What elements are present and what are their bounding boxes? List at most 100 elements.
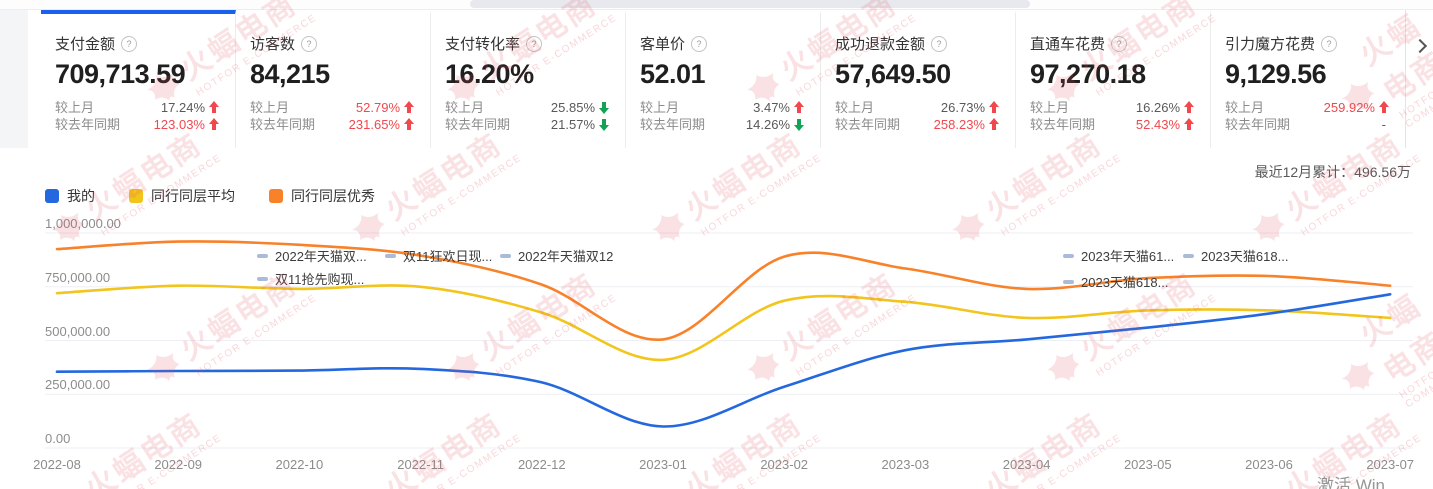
help-icon[interactable]: ? xyxy=(691,35,708,52)
comparison-label: 较去年同期 xyxy=(445,117,511,132)
event-annotation-text: 2022年天猫双12 xyxy=(518,249,614,264)
comparison-label: 较上月 xyxy=(835,100,875,115)
comparison-row: 较上月 3.47% xyxy=(640,99,806,116)
comparison-value: 123.03% xyxy=(153,117,205,132)
y-axis-label: 250,000.00 xyxy=(45,377,111,393)
metric-card[interactable]: 客单价 ? 52.01 较上月 3.47% 较去年同期 14.26% xyxy=(626,10,821,148)
series-line-0 xyxy=(55,293,1392,428)
metric-label: 访客数 xyxy=(250,36,296,53)
comparison-row: 较上月 26.73% xyxy=(835,99,1001,116)
event-marker-icon xyxy=(257,276,268,281)
comparison-label: 较上月 xyxy=(250,100,290,115)
event-marker-icon xyxy=(500,253,511,258)
metric-comparisons: 较上月 259.92% 较去年同期 - xyxy=(1225,99,1391,133)
x-axis-label: 2023-01 xyxy=(639,457,687,472)
event-annotation-text: 双11抢先购现... xyxy=(275,272,365,287)
metric-value: 709,713.59 xyxy=(55,59,186,89)
comparison-row: 较去年同期 21.57% xyxy=(445,116,611,133)
metric-comparisons: 较上月 17.24% 较去年同期 123.03% xyxy=(55,99,221,133)
metric-comparisons: 较上月 52.79% 较去年同期 231.65% xyxy=(250,99,416,133)
event-marker-icon xyxy=(385,253,396,258)
chevron-right-icon xyxy=(1412,38,1427,54)
help-icon[interactable]: ? xyxy=(121,35,138,52)
comparison-value: 3.47% xyxy=(753,100,790,115)
comparison-label: 较去年同期 xyxy=(640,117,706,132)
comparison-row: 较去年同期 231.65% xyxy=(250,116,416,133)
comparison-row: 较去年同期 14.26% xyxy=(640,116,806,133)
metric-label: 成功退款金额 xyxy=(835,36,926,53)
help-icon[interactable]: ? xyxy=(1111,35,1128,52)
comparison-row: 较去年同期 258.23% xyxy=(835,116,1001,133)
metric-value: 16.20% xyxy=(445,59,534,89)
metric-card[interactable]: 成功退款金额 ? 57,649.50 较上月 26.73% 较去年同期 258.… xyxy=(821,10,1016,148)
comparison-label: 较去年同期 xyxy=(835,117,901,132)
y-axis-label: 750,000.00 xyxy=(45,269,111,285)
comparison-value: 14.26% xyxy=(745,117,790,132)
metric-label: 客单价 xyxy=(640,36,686,53)
comparison-value: 231.65% xyxy=(348,117,400,132)
trend-arrow-icon xyxy=(403,118,416,131)
comparison-label: 较去年同期 xyxy=(1030,117,1096,132)
metric-comparisons: 较上月 26.73% 较去年同期 258.23% xyxy=(835,99,1001,133)
trend-arrow-icon xyxy=(208,118,221,131)
metric-label: 支付转化率 xyxy=(445,36,521,53)
metric-card[interactable]: 直通车花费 ? 97,270.18 较上月 16.26% 较去年同期 52.43… xyxy=(1016,10,1211,148)
legend-item[interactable]: 我的 xyxy=(45,186,95,206)
comparison-label: 较上月 xyxy=(1225,100,1265,115)
metric-card[interactable]: 引力魔方花费 ? 9,129.56 较上月 259.92% 较去年同期 - xyxy=(1211,10,1406,148)
help-icon[interactable]: ? xyxy=(526,35,543,52)
horizontal-scrollbar-thumb[interactable] xyxy=(470,0,1030,8)
event-annotation: 2022年天猫双... xyxy=(257,246,367,265)
comparison-value: 52.79% xyxy=(355,100,400,115)
trend-arrow-icon xyxy=(1183,101,1196,114)
event-marker-icon xyxy=(257,253,268,258)
help-icon[interactable]: ? xyxy=(1321,35,1338,52)
x-axis-label: 2023-02 xyxy=(760,457,809,472)
metric-card[interactable]: 支付转化率 ? 16.20% 较上月 25.85% 较去年同期 21.57% xyxy=(431,10,626,148)
metric-card[interactable]: 支付金额 ? 709,713.59 较上月 17.24% 较去年同期 123.0… xyxy=(41,10,236,148)
x-axis-label: 2023-03 xyxy=(881,457,930,472)
comparison-value: 258.23% xyxy=(933,117,985,132)
trend-arrow-icon xyxy=(988,118,1001,131)
help-icon[interactable]: ? xyxy=(931,35,948,52)
help-icon[interactable]: ? xyxy=(301,35,318,52)
comparison-value: 26.73% xyxy=(940,100,985,115)
trend-arrow-icon xyxy=(793,118,806,131)
legend-label: 我的 xyxy=(67,188,95,204)
metric-card[interactable]: 访客数 ? 84,215 较上月 52.79% 较去年同期 231.65% xyxy=(236,10,431,148)
metric-card-header: 直通车花费 ? xyxy=(1030,33,1196,54)
cards-next-button[interactable] xyxy=(1405,10,1433,148)
y-axis-label: 0.00 xyxy=(45,431,71,446)
x-axis-label: 2023-07 xyxy=(1366,457,1415,472)
event-annotation-text: 双11狂欢日现... xyxy=(403,249,493,264)
chart-legend: 我的 同行同层平均 同行同层优秀 xyxy=(45,186,409,206)
trend-arrow-icon xyxy=(793,101,806,114)
metric-card-header: 引力魔方花费 ? xyxy=(1225,33,1391,54)
x-axis-label: 2023-05 xyxy=(1123,457,1172,472)
event-annotation: 2023年天猫61... xyxy=(1063,246,1174,265)
legend-item[interactable]: 同行同层平均 xyxy=(129,186,235,206)
comparison-row: 较上月 25.85% xyxy=(445,99,611,116)
comparison-label: 较去年同期 xyxy=(1225,117,1291,132)
left-gutter xyxy=(0,10,28,148)
y-axis-label: 1,000,000.00 xyxy=(45,216,121,231)
trend-arrow-icon xyxy=(598,118,611,131)
comparison-value: 21.57% xyxy=(550,117,595,132)
metric-value: 84,215 xyxy=(250,59,330,89)
metric-card-header: 支付金额 ? xyxy=(55,33,221,54)
metric-value: 57,649.50 xyxy=(835,59,951,89)
metric-value: 52.01 xyxy=(640,59,706,89)
metric-card-header: 成功退款金额 ? xyxy=(835,33,1001,54)
series-line-1 xyxy=(55,284,1392,362)
comparison-label: 较上月 xyxy=(640,100,680,115)
event-annotation: 2023天猫618... xyxy=(1063,272,1168,291)
legend-item[interactable]: 同行同层优秀 xyxy=(269,186,375,206)
comparison-value: 25.85% xyxy=(550,100,595,115)
legend-swatch-icon xyxy=(269,189,283,203)
comparison-row: 较上月 52.79% xyxy=(250,99,416,116)
metric-comparisons: 较上月 3.47% 较去年同期 14.26% xyxy=(640,99,806,133)
x-axis-label: 2022-09 xyxy=(154,457,203,472)
event-annotation-text: 2023天猫618... xyxy=(1201,249,1289,264)
x-axis-label: 2023-04 xyxy=(1002,457,1051,472)
comparison-value: 52.43% xyxy=(1135,117,1180,132)
